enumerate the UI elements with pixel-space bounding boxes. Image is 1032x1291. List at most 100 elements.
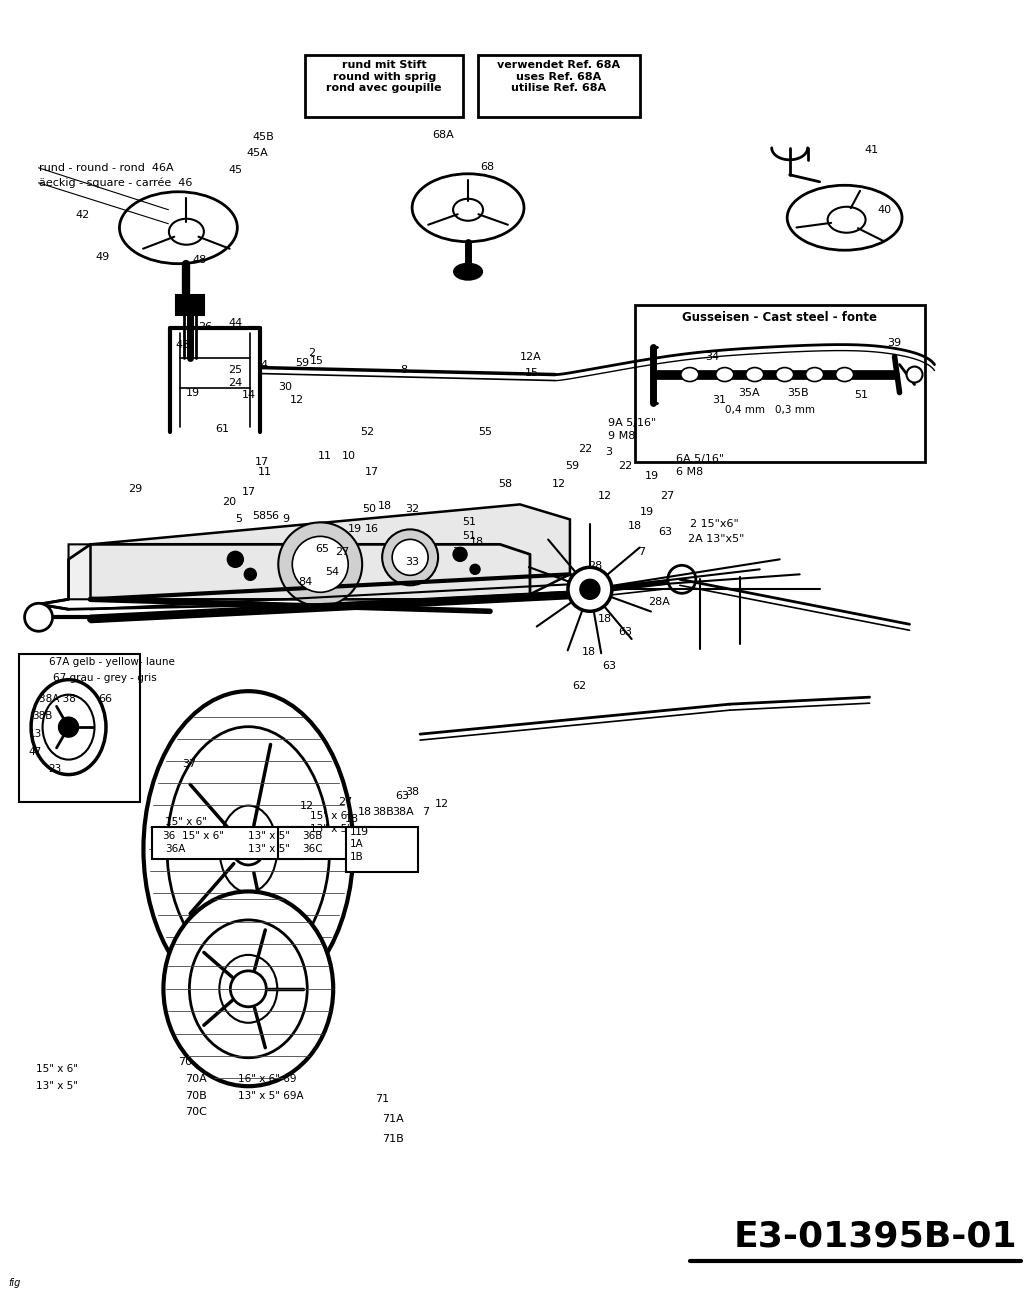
Text: 26: 26 xyxy=(198,321,213,332)
Text: 59: 59 xyxy=(295,358,310,368)
Text: 63: 63 xyxy=(618,627,632,638)
Text: 15" x 6": 15" x 6" xyxy=(311,811,352,821)
Text: 35A: 35A xyxy=(738,387,760,398)
Text: 16" x 6" 69: 16" x 6" 69 xyxy=(238,1074,297,1083)
Text: 31: 31 xyxy=(712,395,725,404)
Text: 63: 63 xyxy=(395,791,409,800)
Text: 19: 19 xyxy=(348,524,362,534)
Text: 43: 43 xyxy=(175,340,190,350)
Text: 38A: 38A xyxy=(392,807,414,817)
Circle shape xyxy=(292,536,348,593)
Ellipse shape xyxy=(31,679,106,775)
Text: 36: 36 xyxy=(162,831,175,840)
Text: 8: 8 xyxy=(400,364,408,374)
Text: 58: 58 xyxy=(498,479,512,489)
Text: 70C: 70C xyxy=(186,1106,207,1117)
Circle shape xyxy=(227,551,244,567)
Text: 38: 38 xyxy=(406,788,419,797)
Text: E3-01395B-01: E3-01395B-01 xyxy=(734,1220,1018,1254)
Text: 15: 15 xyxy=(311,355,324,365)
Text: 71B: 71B xyxy=(382,1133,404,1144)
Text: 11: 11 xyxy=(318,452,332,461)
Circle shape xyxy=(230,971,266,1007)
Text: 5: 5 xyxy=(235,514,243,524)
Text: 42: 42 xyxy=(75,209,90,219)
Text: 18: 18 xyxy=(470,537,484,547)
Text: 28: 28 xyxy=(588,562,602,572)
Text: 0,3 mm: 0,3 mm xyxy=(775,404,814,414)
Text: 9 M8: 9 M8 xyxy=(608,431,636,442)
Text: rund - round - rond  46A: rund - round - rond 46A xyxy=(38,163,173,173)
Ellipse shape xyxy=(167,727,329,971)
Text: 68A: 68A xyxy=(432,130,454,139)
Text: 13: 13 xyxy=(29,729,42,740)
Bar xyxy=(346,828,418,871)
Bar xyxy=(478,56,640,117)
Text: 19: 19 xyxy=(355,828,369,837)
Text: 6A 5/16": 6A 5/16" xyxy=(676,454,723,465)
Ellipse shape xyxy=(42,695,95,759)
Text: 45B: 45B xyxy=(252,132,275,142)
Text: 51: 51 xyxy=(462,532,476,541)
Text: 38A 38: 38A 38 xyxy=(38,695,75,704)
Text: 0,4 mm: 0,4 mm xyxy=(724,404,765,414)
Text: 84: 84 xyxy=(298,577,313,587)
Text: 27: 27 xyxy=(659,492,674,501)
Circle shape xyxy=(25,603,53,631)
Text: 7: 7 xyxy=(422,807,429,817)
Text: 25: 25 xyxy=(228,364,243,374)
Text: 12: 12 xyxy=(300,800,315,811)
Text: 13" x 5": 13" x 5" xyxy=(35,1081,77,1091)
Text: 29: 29 xyxy=(128,484,142,494)
Text: 70B: 70B xyxy=(186,1091,207,1101)
Text: 13" x 5": 13" x 5" xyxy=(249,844,290,855)
Text: 55: 55 xyxy=(478,427,492,438)
Text: 24: 24 xyxy=(228,377,243,387)
Bar xyxy=(635,305,925,462)
Text: 68: 68 xyxy=(480,161,494,172)
Text: 4: 4 xyxy=(260,360,267,369)
Text: 27: 27 xyxy=(338,797,353,807)
Text: 63: 63 xyxy=(602,661,616,671)
Circle shape xyxy=(232,833,264,865)
Text: 10: 10 xyxy=(343,452,356,461)
Ellipse shape xyxy=(120,192,237,263)
Text: 12: 12 xyxy=(598,492,612,501)
Circle shape xyxy=(668,565,696,594)
Circle shape xyxy=(906,367,923,382)
Text: 38B: 38B xyxy=(33,711,53,722)
Circle shape xyxy=(580,580,600,599)
Text: 34: 34 xyxy=(705,351,719,361)
Text: 65: 65 xyxy=(315,545,329,554)
Text: 58: 58 xyxy=(252,511,266,522)
Ellipse shape xyxy=(787,186,902,250)
Text: 19: 19 xyxy=(645,471,659,482)
Text: verwendet Ref. 68A
uses Ref. 68A
utilise Ref. 68A: verwendet Ref. 68A uses Ref. 68A utilise… xyxy=(497,59,620,93)
Text: 7: 7 xyxy=(638,547,645,558)
Text: 20: 20 xyxy=(222,497,236,507)
Text: 1: 1 xyxy=(350,828,357,837)
Text: 63: 63 xyxy=(657,528,672,537)
Text: 36B: 36B xyxy=(302,831,323,840)
Ellipse shape xyxy=(163,892,333,1086)
Circle shape xyxy=(453,547,467,562)
Text: 31: 31 xyxy=(452,547,466,558)
Ellipse shape xyxy=(716,368,734,382)
Text: 71: 71 xyxy=(376,1093,389,1104)
Bar xyxy=(176,294,204,315)
Text: 12: 12 xyxy=(290,395,304,404)
Text: Gusseisen - Cast steel - fonte: Gusseisen - Cast steel - fonte xyxy=(682,311,877,324)
Ellipse shape xyxy=(681,368,699,382)
Ellipse shape xyxy=(190,920,308,1057)
Text: 51: 51 xyxy=(462,518,476,528)
Text: rund mit Stift
round with sprig
rond avec goupille: rund mit Stift round with sprig rond ave… xyxy=(326,59,442,93)
Text: fig: fig xyxy=(8,1278,21,1288)
Text: 1B: 1B xyxy=(350,852,364,862)
Ellipse shape xyxy=(453,199,483,221)
Text: 13" x 5" 69A: 13" x 5" 69A xyxy=(238,1091,304,1101)
Text: 19: 19 xyxy=(640,507,654,518)
Text: 12: 12 xyxy=(436,799,449,809)
Ellipse shape xyxy=(412,174,524,241)
Text: 66: 66 xyxy=(98,695,112,704)
Text: 22: 22 xyxy=(618,461,633,471)
